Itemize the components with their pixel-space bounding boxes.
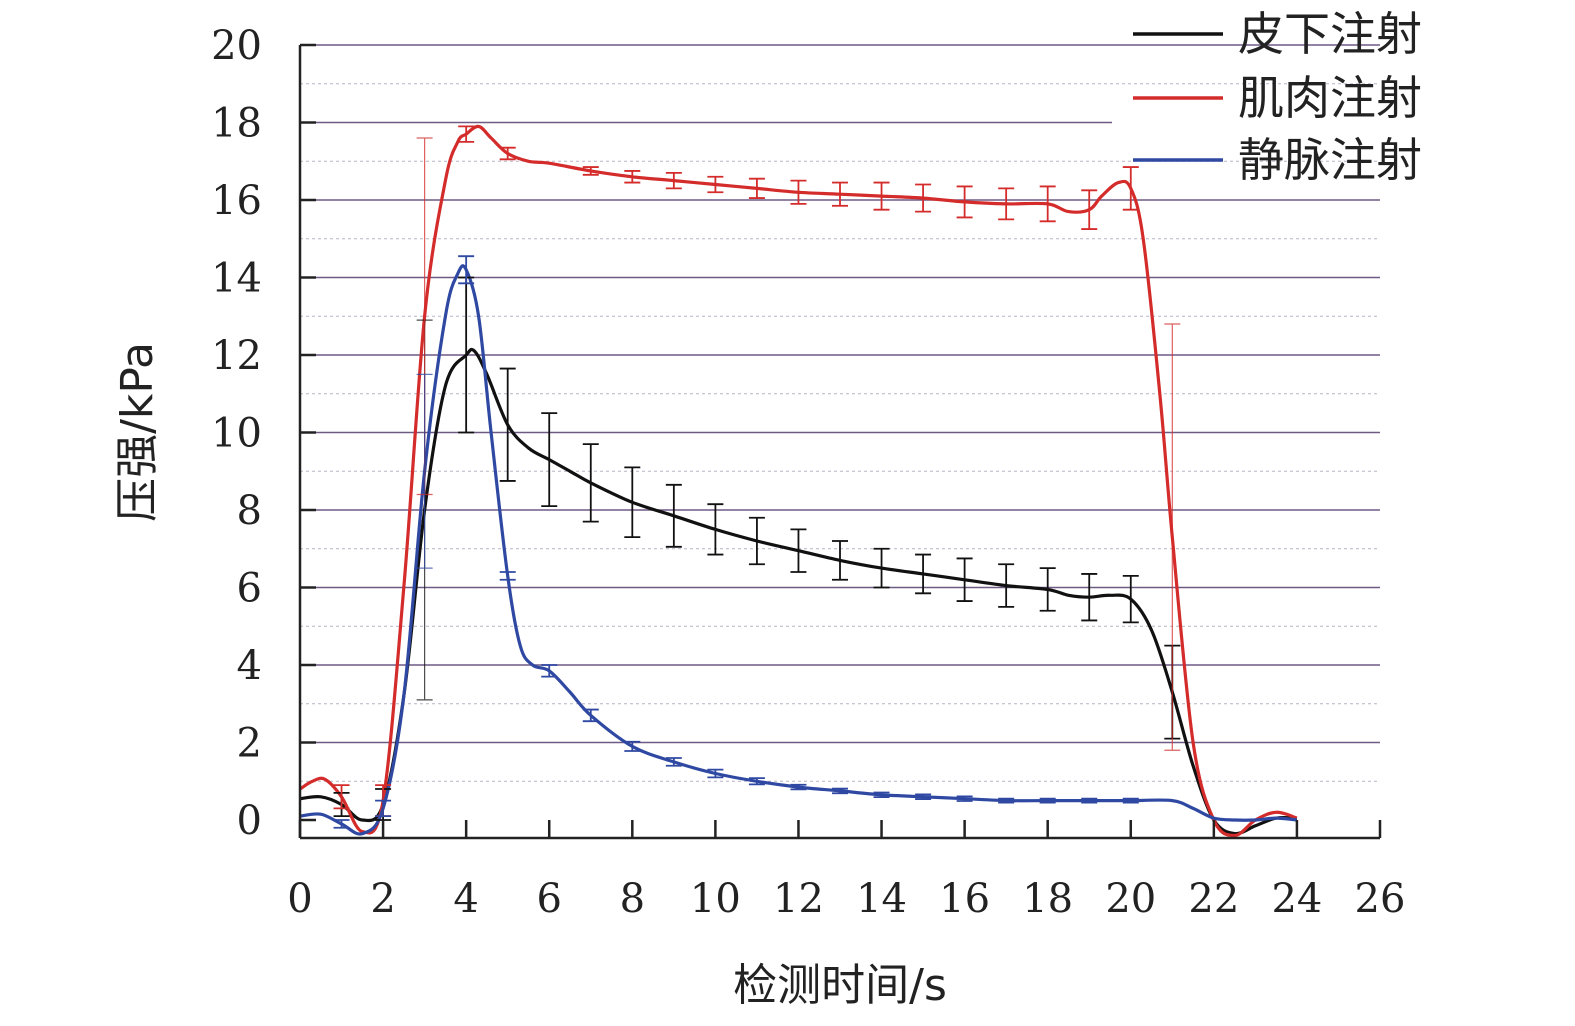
error-bar xyxy=(873,547,890,589)
error-bar xyxy=(1122,797,1139,804)
y-tick-label: 4 xyxy=(237,643,262,689)
y-tick-label: 18 xyxy=(211,101,262,147)
error-bar xyxy=(956,557,973,602)
x-tick-label: 2 xyxy=(370,876,395,922)
error-bar xyxy=(458,255,475,285)
error-bar xyxy=(956,185,973,219)
error-bar xyxy=(832,540,848,581)
x-tick-label: 8 xyxy=(620,876,645,922)
error-bar xyxy=(748,777,765,786)
error-bar xyxy=(458,125,475,143)
error-bar xyxy=(582,443,599,523)
error-bar xyxy=(1122,166,1139,211)
error-bar xyxy=(665,483,682,548)
error-bar xyxy=(873,791,890,799)
error-bar xyxy=(748,516,765,566)
x-tick-label: 18 xyxy=(1022,876,1073,922)
y-axis-title: 压强/kPa xyxy=(112,342,163,522)
error-bar xyxy=(665,757,682,767)
x-tick-label: 20 xyxy=(1105,876,1156,922)
error-bar xyxy=(1039,567,1056,612)
x-tick-label: 12 xyxy=(773,876,824,922)
error-bar xyxy=(1081,189,1098,230)
error-bar xyxy=(915,793,932,800)
legend-label: 肌肉注射 xyxy=(1238,71,1422,125)
x-tick-label: 26 xyxy=(1355,876,1406,922)
error-bar xyxy=(998,187,1015,221)
y-tick-label: 14 xyxy=(211,256,262,302)
error-bar xyxy=(375,799,392,818)
error-bar xyxy=(1081,573,1098,622)
error-bar xyxy=(499,146,516,161)
error-bar xyxy=(832,787,848,795)
error-bar xyxy=(790,528,807,573)
error-bar xyxy=(707,768,724,779)
error-bar xyxy=(1122,574,1139,624)
error-bar xyxy=(1039,185,1056,223)
x-axis-title: 检测时间/s xyxy=(733,960,947,1011)
error-bar xyxy=(624,466,641,539)
axes xyxy=(298,45,1380,840)
grid-lines xyxy=(300,44,1380,782)
error-bar xyxy=(790,179,807,205)
error-bar xyxy=(707,503,724,556)
error-bar xyxy=(998,563,1015,608)
error-bar xyxy=(624,740,641,752)
x-tick-label: 0 xyxy=(287,876,312,922)
error-bar xyxy=(582,708,599,723)
y-tick-label: 8 xyxy=(237,488,262,534)
error-bar xyxy=(333,784,350,810)
error-bar xyxy=(873,181,890,211)
error-bar xyxy=(582,166,599,176)
error-bar xyxy=(832,181,848,207)
error-bar xyxy=(707,175,724,194)
series-lines xyxy=(299,124,1298,838)
series-line-2 xyxy=(299,124,1298,838)
error-bar xyxy=(748,177,765,199)
error-bar xyxy=(416,373,433,569)
error-bar xyxy=(915,183,932,213)
error-bar xyxy=(998,797,1015,804)
error-bars xyxy=(333,125,1181,829)
error-bar xyxy=(790,783,807,791)
error-bar xyxy=(1039,797,1056,804)
error-bar xyxy=(499,367,516,482)
error-bar xyxy=(541,664,558,678)
x-tick-label: 24 xyxy=(1271,876,1322,922)
x-tick-label: 4 xyxy=(453,876,478,922)
x-tick-label: 6 xyxy=(537,876,562,922)
y-tick-label: 10 xyxy=(211,411,262,457)
error-bar xyxy=(624,170,641,184)
error-bar xyxy=(1164,323,1181,751)
y-tick-label: 0 xyxy=(237,798,262,844)
x-tick-label: 14 xyxy=(856,876,907,922)
y-tick-label: 12 xyxy=(211,333,262,379)
error-bar xyxy=(915,553,932,595)
x-tick-label: 16 xyxy=(939,876,990,922)
series-line-1 xyxy=(299,347,1297,836)
legend-label: 静脉注射 xyxy=(1238,133,1422,187)
error-bar xyxy=(541,412,558,508)
error-bar xyxy=(499,571,516,581)
error-bar xyxy=(956,795,973,802)
y-tick-label: 2 xyxy=(237,721,262,767)
y-tick-label: 6 xyxy=(237,566,262,612)
x-tick-label: 10 xyxy=(690,876,741,922)
x-tick-label: 22 xyxy=(1188,876,1239,922)
error-bar xyxy=(1081,797,1098,804)
y-tick-label: 16 xyxy=(211,178,262,224)
legend-label: 皮下注射 xyxy=(1238,7,1422,61)
error-bar xyxy=(333,819,350,829)
error-bar xyxy=(665,171,682,190)
y-tick-label: 20 xyxy=(211,23,262,69)
